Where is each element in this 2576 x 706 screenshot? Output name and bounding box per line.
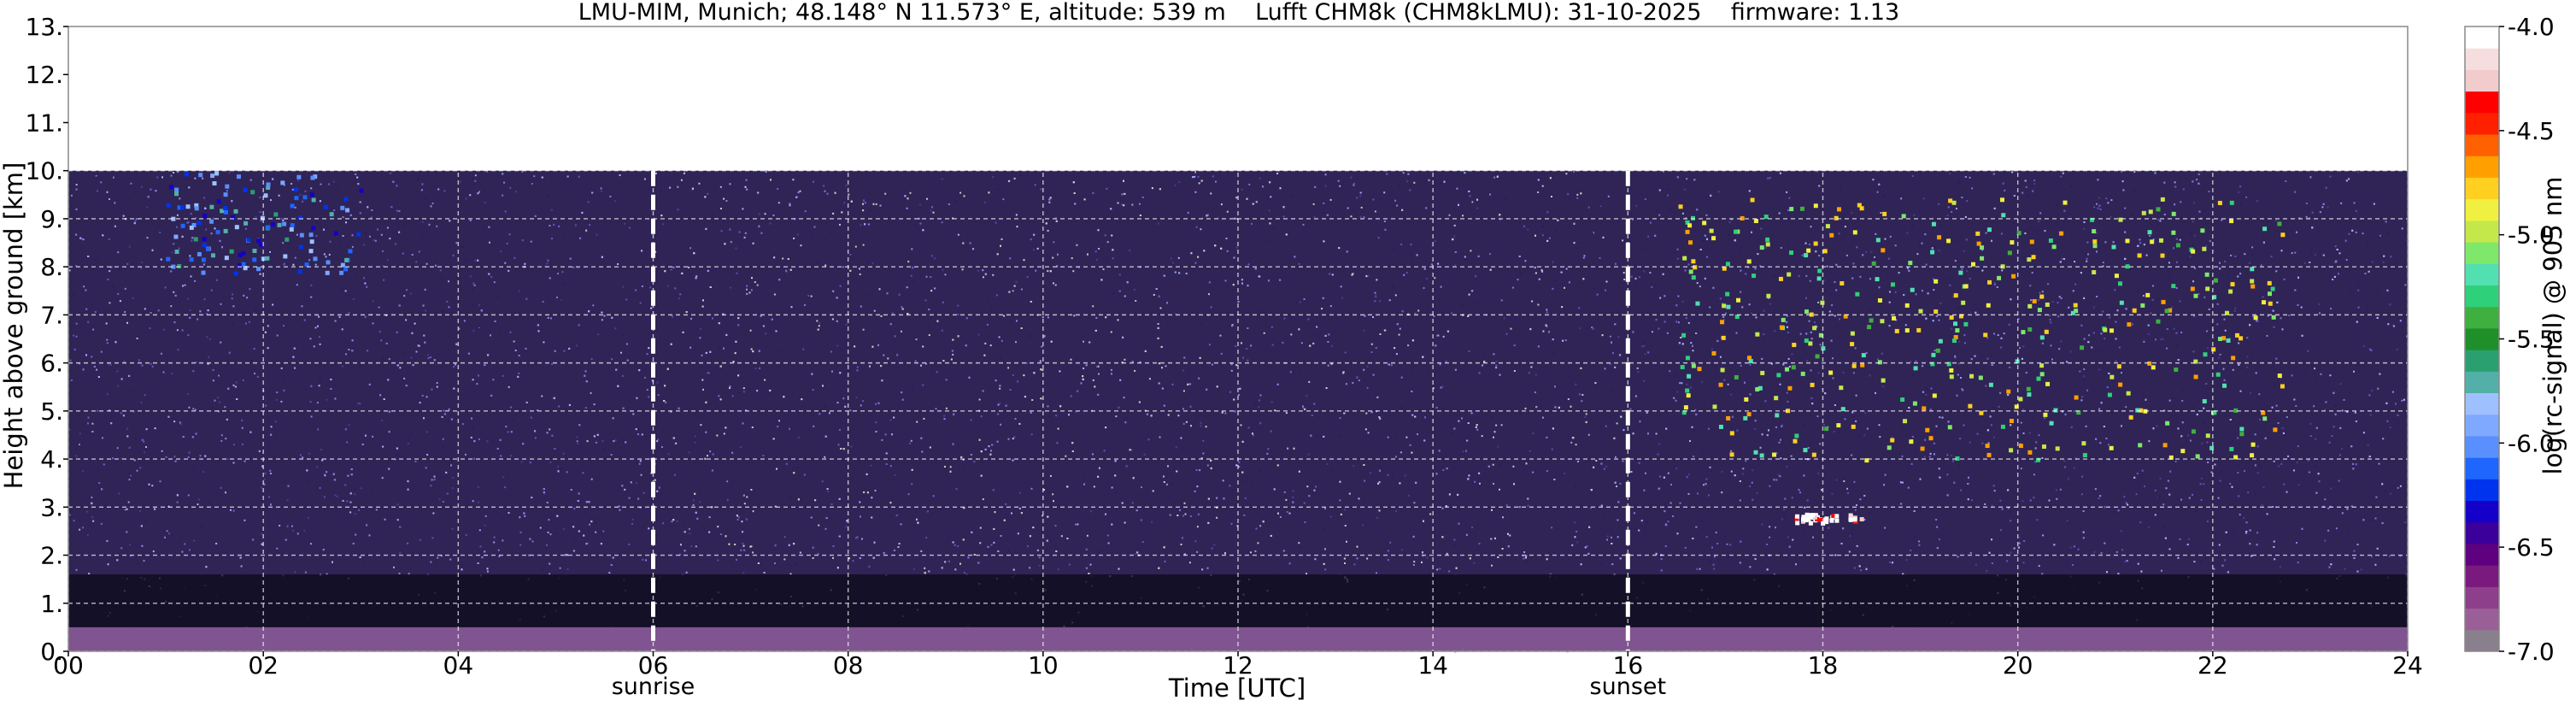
sunrise-label: sunrise	[612, 674, 695, 700]
x-tick-label: 20	[2003, 651, 2033, 680]
noise-speckle	[68, 170, 2409, 653]
colorbar-swatch	[2465, 479, 2499, 502]
x-tick-label: 12	[1223, 651, 1253, 680]
colorbar-swatch	[2465, 220, 2499, 243]
y-tick-label: 6.	[40, 350, 63, 378]
colorbar-swatch	[2465, 457, 2499, 479]
y-tick-label: 2.	[40, 542, 63, 570]
colorbar-tick-label: -4.5	[2508, 117, 2555, 145]
feature-1	[1794, 512, 1864, 526]
colorbar-swatch	[2465, 26, 2499, 49]
feature-2	[1678, 197, 2286, 463]
x-tick-label: 14	[1417, 651, 1448, 680]
y-tick-label: 7.	[40, 301, 63, 329]
colorbar-swatch	[2465, 414, 2499, 437]
x-tick-label: 08	[833, 651, 864, 680]
colorbar-swatch	[2465, 306, 2499, 329]
colorbar-swatch	[2465, 629, 2499, 652]
colorbar-tick-label: -5.0	[2508, 221, 2555, 250]
colorbar-tick-label: -4.0	[2508, 13, 2555, 41]
colorbar-swatch	[2465, 392, 2499, 415]
colorbar-swatch	[2465, 156, 2499, 178]
colorbar-swatch	[2465, 263, 2499, 285]
colorbar-tick-label: -5.5	[2508, 326, 2555, 354]
colorbar-tick-label: -7.0	[2508, 638, 2555, 666]
colorbar-tick-label: -6.5	[2508, 533, 2555, 562]
x-tick-label: 22	[2198, 651, 2228, 680]
sunset-label: sunset	[1590, 674, 1667, 700]
y-tick-label: 10.	[25, 157, 63, 185]
x-tick-label: 02	[248, 651, 279, 680]
y-tick-label: 3.	[40, 493, 63, 521]
colorbar-swatch	[2465, 350, 2499, 372]
colorbar-label: log(rc-signal) @ 905 nm	[2538, 177, 2567, 475]
colorbar-swatch	[2465, 285, 2499, 308]
surface-aerosol-layer	[68, 627, 2408, 651]
y-tick-label: 11.	[25, 109, 63, 137]
colorbar-swatch	[2465, 177, 2499, 200]
colorbar-swatch	[2465, 586, 2499, 609]
y-tick-label: 1.	[40, 590, 63, 618]
x-tick-label: 10	[1028, 651, 1059, 680]
y-tick-label: 0.	[40, 638, 63, 666]
colorbar-swatch	[2465, 327, 2499, 350]
colorbar-swatch	[2465, 91, 2499, 114]
colorbar-swatch	[2465, 69, 2499, 92]
x-tick-label: 18	[1808, 651, 1839, 680]
y-tick-label: 9.	[40, 205, 63, 233]
plot-area: sunrise sunset 00 02 04 06 08 10 12 14 16 18 20 22 24 0…	[25, 13, 2422, 700]
y-tick-label: 8.	[40, 253, 63, 281]
y-axis-label: Height above ground [km]	[0, 162, 28, 490]
y-tick-label: 12.	[25, 61, 63, 89]
x-tick-label: 04	[443, 651, 474, 680]
colorbar-swatch	[2465, 198, 2499, 221]
colorbar-swatch	[2465, 242, 2499, 264]
x-tick-label: 06	[638, 651, 669, 680]
colorbar-tick-label: -6.0	[2508, 429, 2555, 457]
colorbar-swatch	[2465, 435, 2499, 458]
colorbar-swatch	[2465, 565, 2499, 587]
colorbar-swatch	[2465, 500, 2499, 523]
colorbar-swatch	[2465, 112, 2499, 135]
feature-3	[166, 171, 364, 276]
y-tick-label: 13.	[25, 13, 63, 41]
colorbar-swatch	[2465, 608, 2499, 631]
colorbar-swatch	[2465, 48, 2499, 70]
x-axis-label: Time [UTC]	[1168, 674, 1306, 703]
colorbar-swatch	[2465, 371, 2499, 394]
x-tick-label: 16	[1613, 651, 1644, 680]
colorbar-swatch	[2465, 521, 2499, 544]
colorbar-swatch	[2465, 134, 2499, 156]
y-tick-label: 5.	[40, 397, 63, 426]
x-tick-label: 24	[2392, 651, 2423, 680]
x-tick-label: 00	[53, 651, 84, 680]
colorbar-swatch	[2465, 543, 2499, 566]
chart-title: LMU-MIM, Munich; 48.148° N 11.573° E, al…	[578, 0, 1899, 26]
y-tick-label: 4.	[40, 445, 63, 474]
colorbar: -4.0 -4.5 -5.0 -5.5 -6.0 -6.5 -7.0	[2464, 13, 2555, 666]
